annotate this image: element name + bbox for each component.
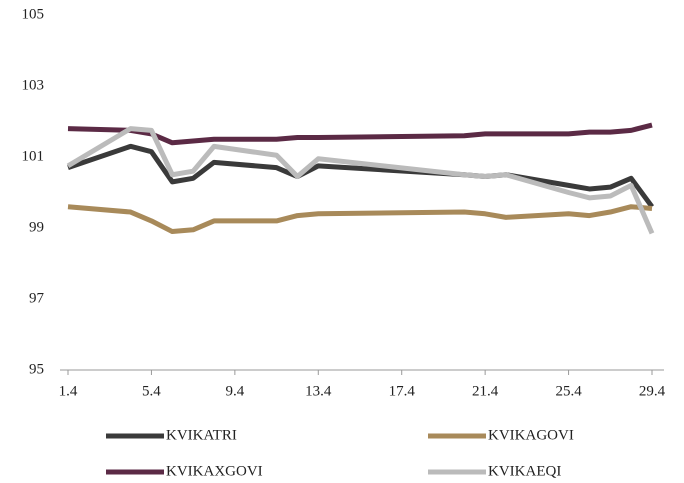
x-tick-label: 13.4: [305, 383, 332, 399]
legend-label: KVIKAXGOVI: [166, 463, 263, 479]
legend-label: KVIKAEQI: [488, 463, 561, 479]
series-line: [67, 122, 653, 146]
x-tick-label: 1.4: [59, 383, 78, 399]
x-tick-label: 5.4: [142, 383, 161, 399]
y-tick-label: 97: [29, 290, 45, 306]
legend-label: KVIKAGOVI: [488, 427, 574, 443]
y-tick-label: 95: [29, 361, 44, 377]
series-line: [67, 143, 655, 209]
series-line: [66, 126, 655, 235]
x-tick-label: 29.4: [639, 383, 666, 399]
y-tick-label: 99: [29, 219, 44, 235]
series-line: [67, 204, 653, 235]
y-tick-label: 103: [22, 77, 45, 93]
x-tick-label: 25.4: [555, 383, 582, 399]
y-tick-label: 105: [22, 6, 45, 22]
y-tick-label: 101: [22, 148, 45, 164]
legend-label: KVIKATRI: [166, 427, 237, 443]
x-tick-label: 9.4: [225, 383, 244, 399]
x-tick-label: 21.4: [472, 383, 499, 399]
x-tick-label: 17.4: [389, 383, 416, 399]
